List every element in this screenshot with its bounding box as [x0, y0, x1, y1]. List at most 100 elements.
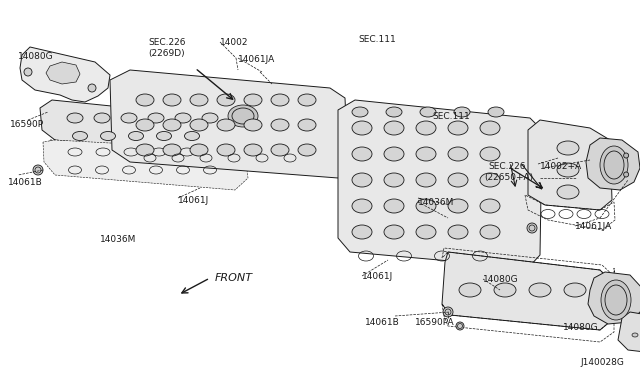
Ellipse shape — [72, 131, 88, 141]
Ellipse shape — [448, 121, 468, 135]
Ellipse shape — [420, 107, 436, 117]
Ellipse shape — [416, 199, 436, 213]
Circle shape — [623, 153, 628, 158]
Polygon shape — [618, 312, 640, 352]
Polygon shape — [110, 70, 348, 178]
Ellipse shape — [352, 147, 372, 161]
Ellipse shape — [136, 119, 154, 131]
Polygon shape — [46, 62, 80, 84]
Ellipse shape — [163, 94, 181, 106]
Ellipse shape — [480, 121, 500, 135]
Circle shape — [24, 68, 32, 76]
Ellipse shape — [601, 280, 631, 320]
Ellipse shape — [564, 283, 586, 297]
Ellipse shape — [416, 173, 436, 187]
Ellipse shape — [557, 163, 579, 177]
Polygon shape — [40, 100, 238, 158]
Text: 14002+A: 14002+A — [540, 162, 582, 171]
Text: 16590P: 16590P — [10, 120, 44, 129]
Text: 14061B: 14061B — [365, 318, 400, 327]
Ellipse shape — [480, 173, 500, 187]
Ellipse shape — [557, 185, 579, 199]
Ellipse shape — [136, 144, 154, 156]
Text: (2269D): (2269D) — [148, 49, 184, 58]
Ellipse shape — [352, 121, 372, 135]
Polygon shape — [50, 140, 240, 172]
Text: 14036M: 14036M — [418, 198, 454, 207]
Ellipse shape — [384, 199, 404, 213]
Ellipse shape — [94, 113, 110, 123]
Ellipse shape — [217, 94, 235, 106]
Ellipse shape — [416, 121, 436, 135]
Ellipse shape — [190, 119, 208, 131]
Ellipse shape — [459, 283, 481, 297]
Ellipse shape — [384, 225, 404, 239]
Ellipse shape — [67, 113, 83, 123]
Ellipse shape — [480, 147, 500, 161]
Ellipse shape — [244, 144, 262, 156]
Ellipse shape — [148, 113, 164, 123]
Ellipse shape — [416, 147, 436, 161]
Text: SEC.226: SEC.226 — [148, 38, 186, 47]
Ellipse shape — [557, 141, 579, 155]
Polygon shape — [586, 138, 640, 190]
Ellipse shape — [244, 94, 262, 106]
Circle shape — [623, 172, 628, 177]
Circle shape — [456, 322, 464, 330]
Text: 14061JA: 14061JA — [575, 222, 612, 231]
Ellipse shape — [175, 113, 191, 123]
Text: SEC.111: SEC.111 — [432, 112, 470, 121]
Text: 14080G: 14080G — [18, 52, 54, 61]
Text: FRONT: FRONT — [215, 273, 253, 283]
Polygon shape — [20, 47, 110, 102]
Ellipse shape — [121, 113, 137, 123]
Ellipse shape — [480, 225, 500, 239]
Text: (22650+A): (22650+A) — [484, 173, 533, 182]
Ellipse shape — [448, 147, 468, 161]
Text: 14080G: 14080G — [483, 275, 518, 284]
Circle shape — [33, 165, 43, 175]
Polygon shape — [210, 92, 275, 140]
Text: 14061J: 14061J — [362, 272, 393, 281]
Polygon shape — [588, 272, 640, 324]
Ellipse shape — [448, 173, 468, 187]
Text: SEC.111: SEC.111 — [358, 35, 396, 44]
Ellipse shape — [384, 147, 404, 161]
Ellipse shape — [163, 119, 181, 131]
Ellipse shape — [244, 119, 262, 131]
Text: 14002: 14002 — [220, 38, 248, 47]
Ellipse shape — [271, 119, 289, 131]
Ellipse shape — [352, 225, 372, 239]
Ellipse shape — [271, 144, 289, 156]
Ellipse shape — [228, 105, 258, 127]
Ellipse shape — [217, 119, 235, 131]
Ellipse shape — [454, 107, 470, 117]
Text: SEC.226: SEC.226 — [488, 162, 525, 171]
Ellipse shape — [217, 144, 235, 156]
Ellipse shape — [202, 113, 218, 123]
Ellipse shape — [100, 131, 115, 141]
Ellipse shape — [448, 225, 468, 239]
Polygon shape — [442, 252, 612, 330]
Polygon shape — [43, 140, 248, 190]
Ellipse shape — [416, 225, 436, 239]
Text: 14061B: 14061B — [8, 178, 43, 187]
Polygon shape — [528, 120, 612, 210]
Ellipse shape — [190, 94, 208, 106]
Ellipse shape — [386, 107, 402, 117]
Circle shape — [443, 307, 453, 317]
Ellipse shape — [184, 131, 200, 141]
Ellipse shape — [352, 199, 372, 213]
Ellipse shape — [157, 131, 172, 141]
Text: J140028G: J140028G — [580, 358, 624, 367]
Ellipse shape — [298, 94, 316, 106]
Ellipse shape — [190, 144, 208, 156]
Polygon shape — [338, 100, 542, 268]
Ellipse shape — [298, 119, 316, 131]
Ellipse shape — [488, 107, 504, 117]
Ellipse shape — [129, 131, 143, 141]
Text: 16590PA: 16590PA — [415, 318, 454, 327]
Ellipse shape — [600, 146, 628, 184]
Ellipse shape — [480, 199, 500, 213]
Ellipse shape — [163, 144, 181, 156]
